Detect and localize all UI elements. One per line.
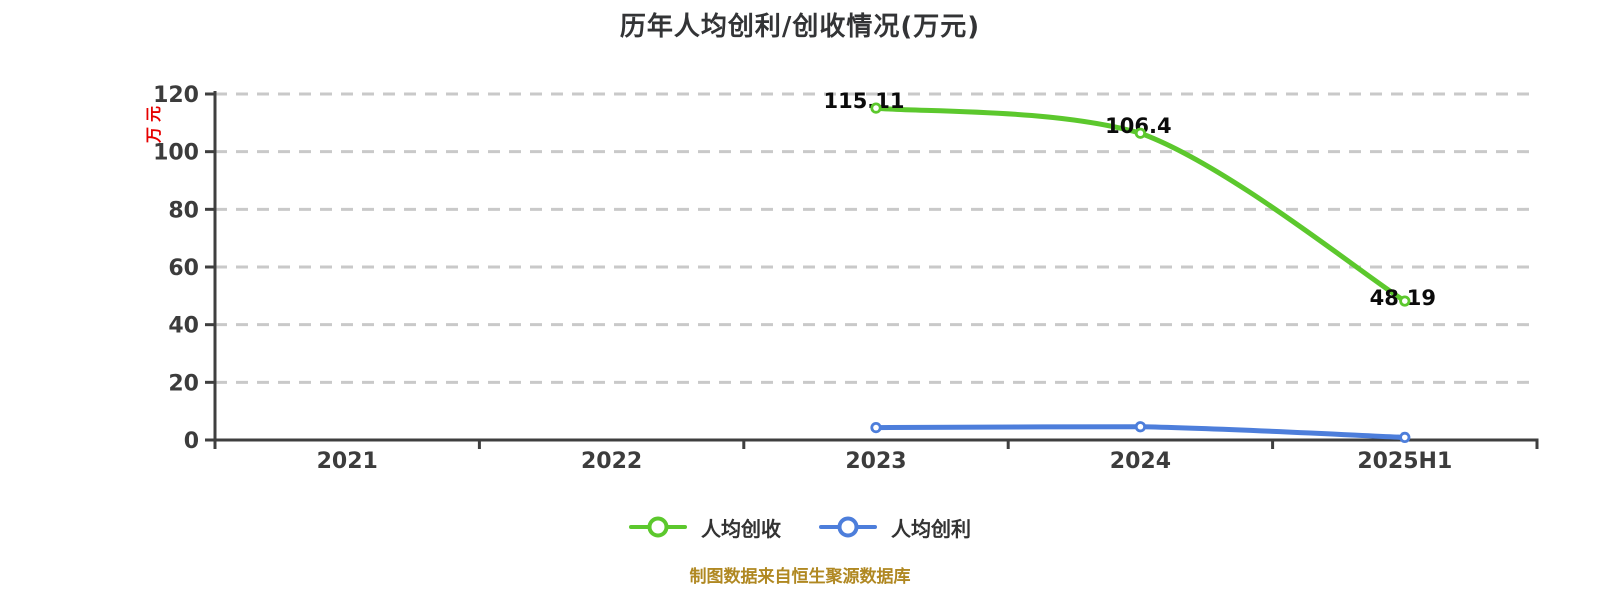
legend-label: 人均创利 [891, 516, 971, 541]
legend-label: 人均创收 [701, 516, 781, 541]
data-point-marker-inner [873, 424, 879, 431]
legend-item-renjun-chuangshou[interactable]: 人均创收 [629, 513, 781, 542]
data-point-marker-inner [1402, 434, 1408, 441]
y-tick-label: 120 [153, 83, 199, 108]
chart-legend: 人均创收 人均创利 [0, 504, 1600, 550]
y-tick-label: 60 [168, 256, 199, 281]
data-point-label: 115.11 [823, 89, 904, 113]
legend-line-dot-icon [629, 516, 687, 538]
data-point-marker-inner [1402, 298, 1408, 304]
legend-line-dot-icon [819, 516, 877, 538]
data-point-marker-inner [1137, 423, 1144, 430]
data-point-marker-inner [1137, 130, 1144, 137]
y-tick-label: 100 [153, 141, 199, 166]
y-tick-label: 20 [168, 371, 199, 396]
x-tick-label: 2023 [845, 449, 906, 474]
data-source-note: 制图数据来自恒生聚源数据库 [689, 567, 911, 587]
legend-item-renjun-chuangli[interactable]: 人均创利 [819, 513, 971, 542]
x-tick-label: 2021 [317, 449, 378, 474]
y-tick-label: 80 [168, 198, 199, 223]
x-tick-label: 2024 [1110, 449, 1171, 474]
data-point-marker-inner [873, 105, 879, 111]
x-tick-label: 2025H1 [1357, 449, 1452, 474]
chart-title: 历年人均创利/创收情况(万元) [619, 12, 981, 42]
x-tick-label: 2022 [581, 449, 642, 474]
y-tick-label: 40 [168, 314, 199, 339]
y-tick-label: 0 [184, 429, 199, 454]
